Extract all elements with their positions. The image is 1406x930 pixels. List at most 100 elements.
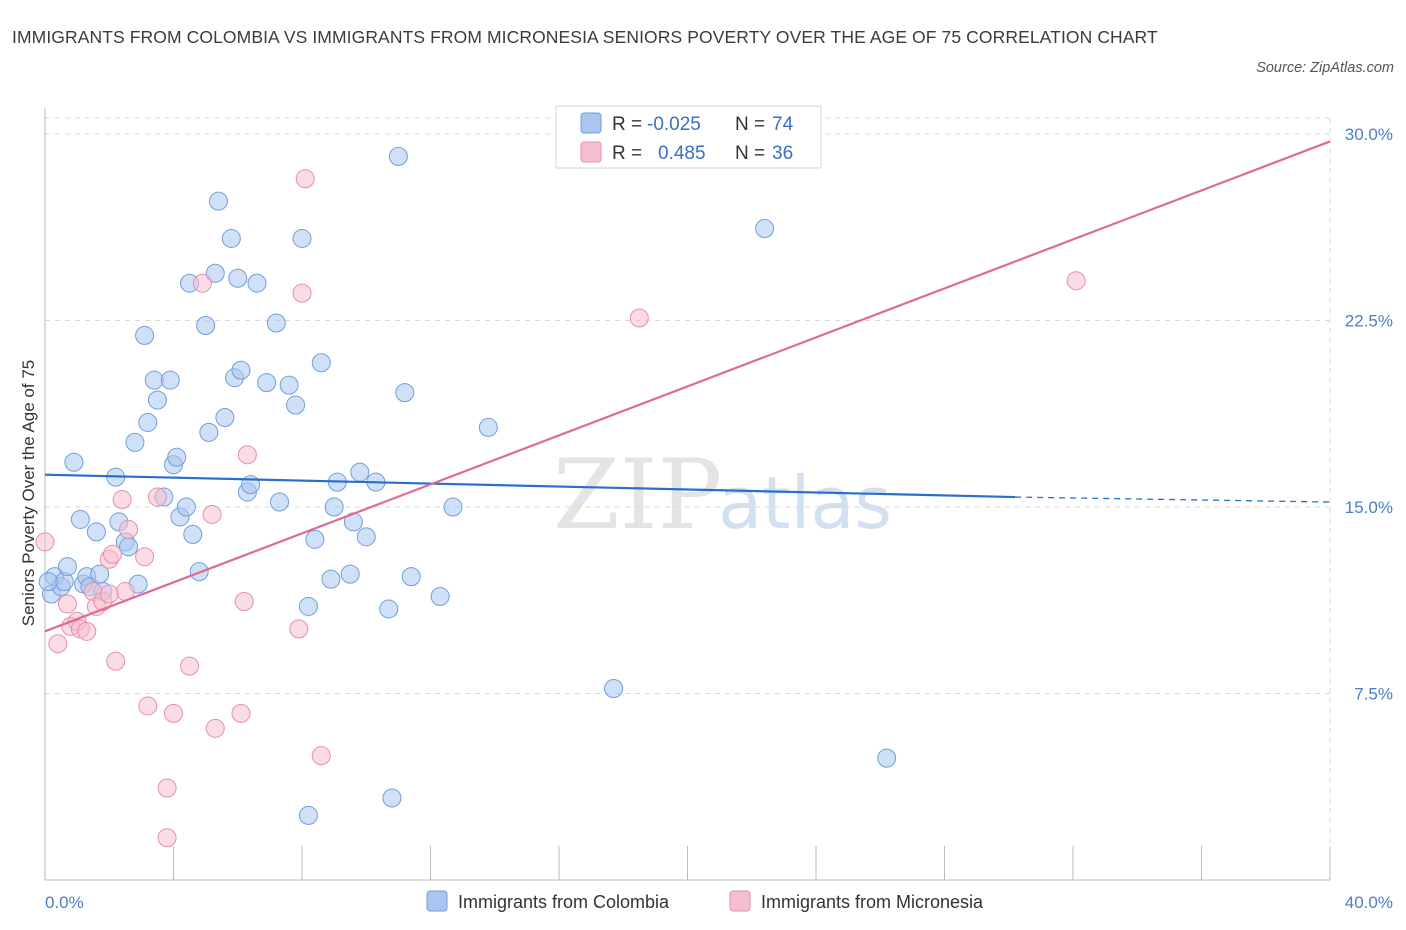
colombia-point-21 [144,370,164,390]
colombia-point-4 [57,557,77,577]
micronesia-point-17 [138,696,158,716]
x-tick-label-0: 0.0% [45,893,84,912]
colombia-point-68 [478,417,498,437]
colombia-point-63 [388,146,408,166]
colombia-point-48 [286,395,306,415]
colombia-point-44 [257,373,277,393]
micronesia-point-34 [1066,271,1086,291]
colombia-point-43 [247,273,267,293]
colombia-point-56 [340,564,360,584]
bottom-legend-label-micronesia: Immigrants from Micronesia [761,892,984,912]
bottom-legend: Immigrants from Colombia Immigrants from… [426,890,984,912]
chart-title: IMMIGRANTS FROM COLOMBIA VS IMMIGRANTS F… [12,27,1158,47]
y-tick-label-2: 22.5% [1345,312,1393,331]
micronesia-point-18 [147,487,167,507]
colombia-point-40 [231,360,251,380]
colombia-point-61 [379,599,399,619]
bottom-legend-swatch-micronesia [729,890,751,912]
micronesia-point-21 [164,703,183,723]
colombia-point-70 [755,218,775,238]
colombia-point-66 [430,587,450,607]
legend-r-label-micronesia: R = [612,143,642,164]
colombia-trend-line [44,473,1016,499]
grid-layer [45,117,1331,880]
micronesia-point-33 [629,308,649,328]
colombia-point-37 [221,228,241,248]
colombia-point-65 [401,567,421,587]
y-axis-title: Seniors Poverty Over the Age of 75 [19,360,38,626]
colombia-point-32 [196,315,216,335]
micronesia-point-11 [102,544,122,564]
colombia-point-52 [311,353,331,373]
colombia-point-16 [119,537,139,557]
micronesia-point-19 [157,778,177,798]
colombia-point-36 [215,407,235,427]
colombia-point-17 [125,432,145,452]
watermark-atlas: atlas [718,461,892,545]
micronesia-point-0 [35,532,55,552]
colombia-point-62 [382,788,402,808]
legend-n-value-colombia: 74 [772,114,794,135]
micronesia-point-25 [205,718,225,738]
chart-source: Source: ZipAtlas.com [1256,60,1394,76]
legend-swatch-colombia [580,112,602,134]
colombia-point-47 [279,375,299,395]
legend-r-value-micronesia: 0.485 [658,143,706,164]
micronesia-point-26 [231,703,251,723]
legend-r-label-colombia: R = [612,114,642,135]
legend-n-label-colombia: N = [735,114,765,135]
colombia-point-71 [877,748,897,768]
watermark: ZIP atlas [553,439,892,551]
micronesia-point-24 [202,504,222,524]
y-tick-label-3: 30.0% [1345,125,1393,144]
micronesia-trend-line [44,140,1331,633]
legend-n-value-micronesia: 36 [772,143,793,164]
micronesia-point-35 [99,584,119,604]
colombia-point-10 [86,522,106,542]
micronesia-point-29 [289,619,309,639]
micronesia-points [35,169,1086,848]
colombia-point-59 [356,527,376,547]
micronesia-point-27 [234,591,254,611]
colombia-point-72 [298,805,318,825]
colombia-point-30 [183,524,203,544]
colombia-point-58 [350,462,370,482]
colombia-point-26 [167,447,187,467]
micronesia-point-30 [292,283,312,303]
micronesia-point-32 [311,746,331,766]
y-tick-label-0: 7.5% [1354,685,1393,704]
colombia-point-69 [604,679,624,699]
micronesia-point-15 [119,519,139,539]
colombia-point-53 [321,569,341,589]
micronesia-point-13 [112,490,132,510]
legend-r-value-colombia: -0.025 [647,114,701,135]
micronesia-point-1 [48,634,68,654]
colombia-point-67 [443,497,463,517]
colombia-point-6 [70,509,90,529]
colombia-point-35 [208,191,228,211]
bottom-legend-swatch-colombia [426,890,448,912]
colombia-point-22 [147,390,167,410]
colombia-point-64 [395,383,415,403]
watermark-zip: ZIP [553,439,722,551]
y-tick-label-1: 15.0% [1345,498,1393,517]
tick-labels: 7.5% 15.0% 22.5% 30.0% 0.0% 40.0% [45,125,1393,912]
x-tick-label-1: 40.0% [1345,893,1393,912]
micronesia-point-16 [135,547,155,567]
colombia-point-45 [266,313,286,333]
colombia-point-19 [135,325,155,345]
bottom-legend-label-colombia: Immigrants from Colombia [458,892,670,912]
legend-n-label-micronesia: N = [735,143,765,164]
micronesia-point-28 [237,445,257,465]
top-legend: R = -0.025 N = 74 R = 0.485 N = 36 [555,105,822,169]
colombia-point-39 [228,268,248,288]
colombia-point-20 [138,412,158,432]
colombia-trend-extension [1015,496,1331,503]
colombia-point-49 [292,228,312,248]
trend-lines [44,140,1331,633]
colombia-point-28 [176,497,196,517]
micronesia-point-12 [106,651,126,671]
colombia-point-50 [298,596,318,616]
colombia-point-51 [305,529,325,549]
axes-layer [44,108,1331,881]
